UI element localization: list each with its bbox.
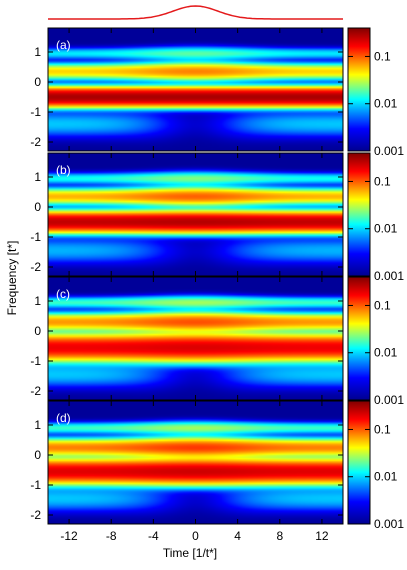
colorbar-tick-label: 0.1	[374, 298, 391, 312]
panel-c: (c) 1 0 -1 -2	[30, 276, 344, 401]
y-tick-label: 0	[34, 448, 41, 462]
panel-label: (c)	[56, 287, 70, 301]
x-tick-label: -8	[106, 529, 117, 543]
y-tick-label: 0	[34, 200, 41, 214]
y-tick-label: 0	[34, 324, 41, 338]
y-tick-label: -1	[30, 230, 41, 244]
colorbar-tick-label: 0.01	[374, 222, 398, 236]
heatmap-image	[48, 153, 343, 276]
colorbar-tick-label: 0.01	[374, 470, 398, 484]
y-tick-label: -2	[30, 260, 41, 274]
y-tick-label: -1	[30, 354, 41, 368]
x-tick-label: 8	[276, 529, 283, 543]
colorbar: 0.1 0.01 0.001	[347, 400, 404, 531]
heatmap-panels: (a) 1 0 -1 -2 (b) 1 0 -1 -2 (c) 1 0 -1 -2 (d) 1 0 -1 -2	[30, 27, 344, 525]
x-tick-label: 12	[315, 529, 329, 543]
y-tick-label: 1	[34, 45, 41, 59]
x-tick-label: -4	[148, 529, 159, 543]
panel-d: (d) 1 0 -1 -2	[30, 400, 344, 525]
x-tick-label: -12	[60, 529, 78, 543]
y-tick-label: 0	[34, 75, 41, 89]
colorbar-tick-label: 0.001	[374, 269, 404, 283]
y-tick-label: -2	[30, 384, 41, 398]
colorbars: 0.10.010.0010.10.010.0010.10.010.0010.10…	[347, 27, 404, 531]
colorbar-tick-label: 0.001	[374, 393, 404, 407]
y-tick-label: -2	[30, 508, 41, 522]
panel-b: (b) 1 0 -1 -2	[30, 152, 344, 277]
colorbar-gradient	[347, 27, 371, 152]
colorbar-tick-label: 0.01	[374, 97, 398, 111]
colorbar-tick-label: 0.001	[374, 144, 404, 158]
panel-label: (d)	[56, 411, 71, 425]
x-axis-label: Time [1/t*]	[163, 546, 217, 560]
heatmap-image	[48, 277, 343, 400]
y-tick-label: -1	[30, 105, 41, 119]
heatmap-image	[48, 401, 343, 524]
colorbar: 0.1 0.01 0.001	[347, 27, 404, 158]
colorbar-gradient	[347, 276, 371, 401]
y-tick-label: 1	[34, 294, 41, 308]
x-tick-label: 4	[234, 529, 241, 543]
heatmap-image	[48, 28, 343, 151]
y-tick-label: 1	[34, 170, 41, 184]
colorbar-tick-label: 0.01	[374, 346, 398, 360]
colorbar-gradient	[347, 152, 371, 277]
pulse-envelope-line	[48, 5, 343, 20]
panel-label: (b)	[56, 163, 71, 177]
y-axis-label: Frequency [t*]	[5, 241, 19, 316]
colorbar-gradient	[347, 400, 371, 525]
colorbar-tick-label: 0.1	[374, 174, 391, 188]
y-tick-label: 1	[34, 418, 41, 432]
x-axis: -12 -8 -4 0 4 8 12	[60, 529, 329, 543]
colorbar: 0.1 0.01 0.001	[347, 276, 404, 407]
colorbar-tick-label: 0.1	[374, 49, 391, 63]
y-tick-label: -2	[30, 135, 41, 149]
x-tick-label: 0	[192, 529, 199, 543]
colorbar: 0.1 0.01 0.001	[347, 152, 404, 283]
colorbar-tick-label: 0.1	[374, 422, 391, 436]
panel-a: (a) 1 0 -1 -2	[30, 27, 344, 152]
y-tick-label: -1	[30, 478, 41, 492]
panel-label: (a)	[56, 38, 71, 52]
colorbar-tick-label: 0.001	[374, 517, 404, 531]
